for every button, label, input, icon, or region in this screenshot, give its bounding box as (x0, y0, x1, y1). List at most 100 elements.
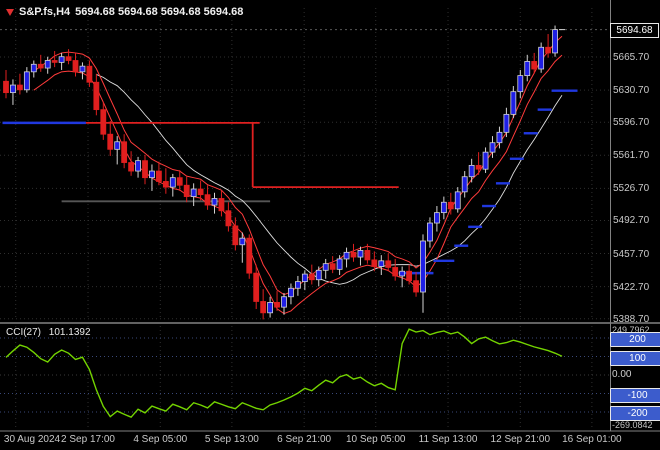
cci-line (5, 328, 563, 419)
bear-candle-body (218, 198, 225, 212)
bear-candle-body (308, 273, 315, 281)
time-axis-label: 5 Sep 13:00 (204, 434, 259, 445)
cci-axis-label: -200 (610, 406, 660, 421)
cci-indicator-label: CCI(27) 101.1392 (6, 327, 91, 338)
bear-candle-body (545, 46, 551, 54)
bull-candle-body (420, 240, 426, 293)
bear-candle-body (65, 56, 72, 61)
bear-candle-body (364, 250, 371, 261)
bear-candle-body (406, 270, 413, 282)
price-axis-label: 5561.70 (613, 150, 650, 162)
bear-candle-body (93, 81, 100, 111)
bull-candle-body (301, 273, 308, 283)
bear-candle-body (197, 188, 204, 196)
bull-candle-body (496, 131, 503, 144)
price-axis-label: 5526.70 (613, 183, 650, 195)
bull-candle-body (336, 258, 343, 270)
price-axis-label: 5492.70 (613, 215, 650, 227)
bull-candle-body (517, 75, 524, 93)
time-axis-label: 10 Sep 05:00 (345, 434, 406, 445)
cci-axis-label: -269.0842 (612, 419, 653, 430)
bull-candle-body (461, 176, 468, 193)
bear-candle-body (447, 201, 454, 210)
price-axis-label: 5630.70 (613, 85, 650, 97)
bull-candle-body (440, 201, 447, 214)
bear-candle-body (121, 141, 128, 163)
bull-candle-body (357, 250, 364, 258)
bear-candle-body (183, 184, 190, 197)
bear-candle-body (350, 251, 357, 258)
bear-candle-body (274, 302, 280, 308)
price-axis-label: 5596.70 (613, 117, 650, 129)
bear-candle-body (72, 60, 79, 73)
bear-candle-body (155, 170, 162, 182)
time-axis-label: 4 Sep 05:00 (133, 434, 188, 445)
time-axis-label: 30 Aug 2024 (3, 434, 61, 445)
bear-candle-body (253, 272, 260, 302)
price-axis-label: 5457.70 (613, 248, 650, 260)
symbol-timeframe-label: S&P.fs,H4 (19, 6, 71, 18)
bull-candle-body (489, 142, 496, 153)
bull-candle-body (343, 251, 350, 260)
cci-current-value: 101.1392 (48, 327, 91, 338)
bull-candle-body (378, 260, 385, 267)
time-axis-label: 11 Sep 13:00 (418, 434, 478, 445)
bull-candle-body (114, 141, 121, 150)
bull-candle-body (281, 296, 287, 308)
bear-candle-body (392, 267, 399, 277)
cci-axis-label: -100 (610, 387, 660, 403)
bull-candle-body (44, 60, 51, 69)
bear-candle-body (371, 259, 378, 267)
bull-candle-body (510, 91, 517, 115)
bull-candle-body (190, 188, 197, 197)
bull-candle-body (503, 113, 510, 133)
bear-candle-body (260, 301, 267, 314)
ohlc-values-label: 5694.68 5694.68 5694.68 5694.68 (75, 6, 244, 18)
bull-candle-body (288, 287, 294, 298)
cci-axis-label: 0.00 (612, 369, 632, 380)
bull-candle-body (524, 61, 531, 77)
bear-candle-body (51, 60, 58, 63)
bull-candle-body (427, 222, 433, 242)
bull-candle-body (211, 198, 218, 206)
bear-candle-body (413, 280, 419, 293)
bull-candle-body (294, 281, 301, 289)
bear-candle-body (385, 260, 392, 268)
bear-candle-body (225, 210, 232, 227)
price-axis-label: 5665.70 (613, 52, 650, 63)
bear-candle-body (162, 181, 169, 188)
bear-candle-body (128, 162, 135, 172)
bull-candle-body (135, 160, 141, 172)
instrument-icon (6, 8, 14, 16)
bear-candle-body (204, 194, 211, 206)
time-axis-label: 2 Sep 17:00 (61, 434, 115, 445)
bear-candle-body (3, 80, 9, 94)
cci-axis-label: 200 (610, 332, 660, 347)
bear-candle-body (86, 65, 93, 83)
bull-candle-body (315, 269, 322, 281)
ma-envelope-lower (33, 54, 563, 315)
bull-candle-body (169, 177, 176, 188)
bear-candle-body (142, 160, 148, 179)
bear-candle-body (176, 177, 183, 186)
bull-candle-body (482, 151, 489, 170)
cci-axis-label: 249.7962 (612, 325, 650, 335)
bear-candle-body (107, 133, 114, 150)
price-axis-label: 5422.70 (613, 281, 650, 293)
bull-candle-body (468, 164, 475, 178)
bull-candle-body (538, 46, 545, 70)
bear-candle-body (37, 63, 44, 69)
bull-candle-body (30, 63, 37, 73)
bull-candle-body (454, 191, 461, 210)
bear-candle-body (329, 263, 336, 270)
bull-candle-body (267, 302, 274, 314)
bear-candle-body (531, 61, 538, 70)
bull-candle-body (239, 237, 246, 246)
cci-name-label: CCI(27) (6, 327, 42, 338)
bull-candle-body (433, 212, 440, 224)
price-axis-label: 5388.70 (613, 313, 650, 325)
bull-candle-body (23, 71, 30, 91)
bull-candle-body (322, 263, 329, 271)
chart-symbol-header: S&P.fs,H4 5694.68 5694.68 5694.68 5694.6… (6, 6, 243, 18)
